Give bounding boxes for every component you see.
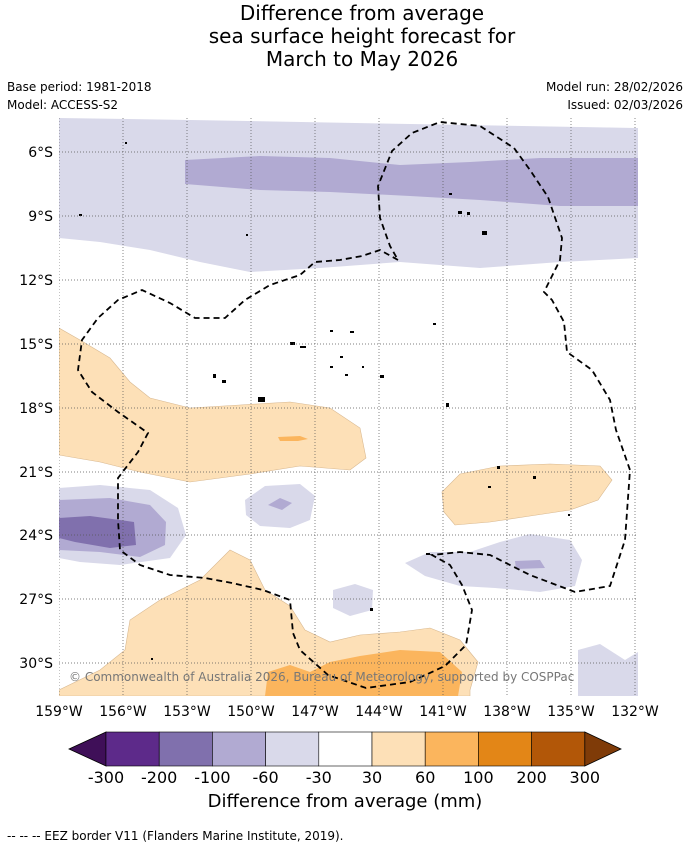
colorbar-tick: -30 [306, 768, 332, 787]
lat-label: 15°S [19, 337, 53, 353]
lat-label: 6°S [28, 145, 53, 161]
anomaly-south-positive-core [265, 650, 462, 696]
lon-label: 153°W [163, 704, 211, 720]
colorbar [68, 731, 622, 767]
map-gridlines [59, 118, 638, 696]
colorbar-tick: 300 [570, 768, 601, 787]
lon-label: 135°W [547, 704, 595, 720]
lon-label: 132°W [611, 704, 659, 720]
colorbar-bin [105, 731, 160, 767]
map-title: Difference from average sea surface heig… [0, 2, 690, 71]
colorbar-label: Difference from average (mm) [207, 791, 483, 812]
colorbar-tick: 100 [463, 768, 494, 787]
islands [79, 142, 570, 660]
colorbar-tick: -300 [88, 768, 124, 787]
colorbar-bin [265, 731, 320, 767]
colorbar-tick: -100 [194, 768, 230, 787]
colorbar-tick: -200 [141, 768, 177, 787]
base-period: Base period: 1981-2018 [7, 80, 152, 94]
anomaly-southeast-negative [405, 534, 582, 592]
map-area [59, 118, 638, 696]
colorbar-bin [212, 731, 266, 767]
anomaly-small-positive [278, 436, 308, 441]
anomaly-north-core [185, 156, 638, 206]
meta-right: Model run: 28/02/2026 Issued: 02/03/2026 [546, 78, 683, 114]
anomaly-southeast-core [515, 560, 545, 569]
title-line-2: sea surface height forecast for [208, 24, 516, 48]
issued-date: Issued: 02/03/2026 [567, 98, 683, 112]
anomaly-east-positive [441, 463, 613, 526]
anomaly-central-positive [59, 327, 367, 483]
lon-label: 156°W [99, 704, 147, 720]
lat-labels: 6°S 9°S 12°S 15°S 18°S 21°S 24°S 27°S 30… [19, 145, 53, 672]
model-run: Model run: 28/02/2026 [545, 80, 683, 94]
anomaly-north-band [59, 118, 638, 272]
colorbar-bin [371, 731, 426, 767]
lat-label: 12°S [19, 273, 53, 289]
lon-label: 138°W [483, 704, 531, 720]
lat-label: 9°S [28, 209, 53, 225]
anomaly-center-negative-core [268, 498, 292, 510]
colorbar-bin [424, 731, 479, 767]
colorbar-bin [478, 731, 532, 767]
lon-label: 144°W [355, 704, 403, 720]
title-line-3: March to May 2026 [265, 47, 459, 71]
lon-label: 147°W [291, 704, 339, 720]
colorbar-bin [531, 731, 586, 767]
colorbar-extend-low [68, 731, 107, 767]
lon-label: 150°W [227, 704, 275, 720]
colorbar-tick: -60 [253, 768, 279, 787]
lon-label: 141°W [419, 704, 467, 720]
lat-label: 30°S [19, 656, 53, 672]
lat-label: 21°S [19, 465, 53, 481]
anomaly-west-negative-core [59, 516, 136, 548]
colorbar-ticks: -300 -200 -100 -60 -30 30 60 100 200 300 [88, 768, 600, 787]
meta-left: Base period: 1981-2018 Model: ACCESS-S2 [7, 78, 152, 114]
eez-legend: -- -- -- EEZ border V11 (Flanders Marine… [7, 829, 344, 843]
lon-labels: 159°W 156°W 153°W 150°W 147°W 144°W 141°… [35, 704, 659, 720]
anomaly-corner-negative [578, 644, 638, 696]
colorbar-tick: 30 [362, 768, 382, 787]
lat-label: 27°S [19, 592, 53, 608]
anomaly-small-negative [333, 584, 373, 616]
colorbar-tick: 60 [415, 768, 435, 787]
lat-label: 24°S [19, 528, 53, 544]
colorbar-tick: 200 [516, 768, 547, 787]
lat-label: 18°S [19, 401, 53, 417]
eez-border [77, 121, 631, 689]
colorbar-bin [158, 731, 213, 767]
title-line-1: Difference from average [239, 1, 485, 25]
copyright-text: © Commonwealth of Australia 2026, Bureau… [69, 670, 574, 684]
colorbar-extend-high [584, 731, 622, 767]
model-name: Model: ACCESS-S2 [7, 98, 119, 112]
colorbar-bin [318, 731, 373, 767]
lon-label: 159°W [35, 704, 83, 720]
